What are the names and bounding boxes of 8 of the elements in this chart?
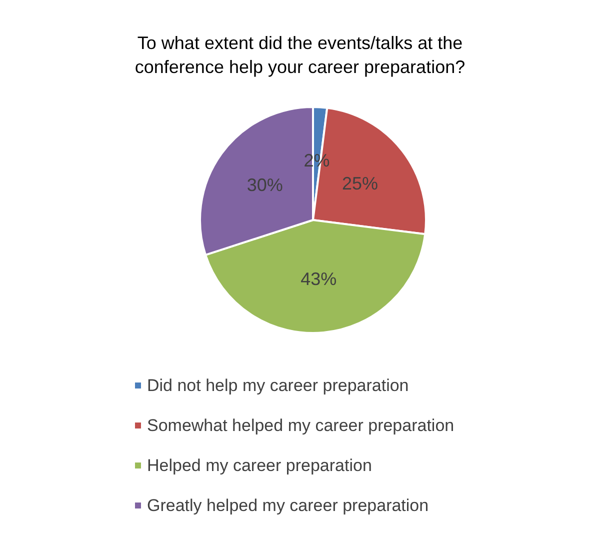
data-label: 43% — [300, 269, 337, 290]
legend-label: Did not help my career preparation — [147, 376, 409, 395]
chart-title: To what extent did the events/talks at the conference help your career preparation? — [134, 33, 466, 77]
data-label: 30% — [246, 175, 283, 196]
legend-label: Greatly helped my career preparation — [147, 496, 429, 515]
legend-label: Helped my career preparation — [147, 456, 372, 475]
legend-label: Somewhat helped my career preparation — [147, 416, 454, 435]
data-label: 25% — [342, 174, 378, 194]
